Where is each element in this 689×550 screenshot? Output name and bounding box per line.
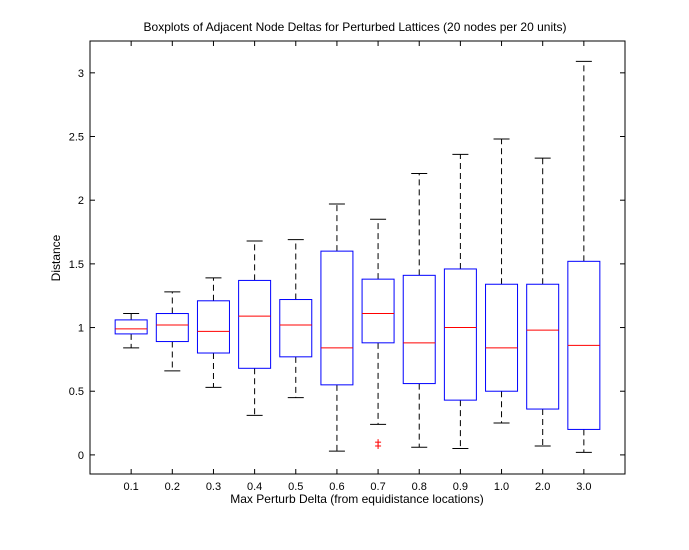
x-tick-label: 0.7 bbox=[370, 481, 385, 493]
y-tick-label: 2.5 bbox=[69, 132, 84, 144]
box-iqr bbox=[155, 313, 189, 343]
x-tick-label: 2.0 bbox=[535, 481, 550, 493]
x-tick-label: 0.5 bbox=[288, 481, 303, 493]
axes-frame bbox=[89, 40, 626, 475]
x-tick-label: 0.2 bbox=[165, 481, 180, 493]
plot-area: 0 0.5 1 1.5 2 2.5 3 0.1 0.2 0.3 0.4 0.5 0.6 0.7 0.8 0.9… bbox=[69, 40, 626, 493]
x-tick-label: 1.0 bbox=[494, 481, 509, 493]
box-iqr bbox=[238, 279, 272, 369]
y-tick-label: 0.5 bbox=[69, 386, 84, 398]
x-axis-label: Max Perturb Delta (from equidistance loc… bbox=[230, 492, 483, 506]
y-tick-label: 0 bbox=[78, 450, 84, 462]
y-tick-label: 3 bbox=[78, 68, 84, 80]
x-tick-label: 0.6 bbox=[329, 481, 344, 493]
y-tick-label: 1 bbox=[78, 323, 84, 335]
y-tick-label: 2 bbox=[78, 195, 84, 207]
x-tick-label: 0.1 bbox=[124, 481, 139, 493]
chart-title: Boxplots of Adjacent Node Deltas for Per… bbox=[144, 20, 567, 34]
box-iqr bbox=[114, 319, 148, 335]
x-tick-label: 0.3 bbox=[206, 481, 221, 493]
box-iqr bbox=[361, 278, 395, 344]
y-axis-label: Distance bbox=[49, 234, 63, 281]
box-iqr bbox=[526, 283, 560, 410]
box-iqr bbox=[443, 268, 477, 401]
box-iqr bbox=[196, 300, 230, 354]
x-tick-label: 3.0 bbox=[576, 481, 591, 493]
box-iqr bbox=[279, 299, 313, 358]
x-tick-label: 0.4 bbox=[247, 481, 262, 493]
box-iqr bbox=[320, 250, 354, 386]
x-tick-label: 0.8 bbox=[412, 481, 427, 493]
y-tick-label: 1.5 bbox=[69, 259, 84, 271]
box-iqr bbox=[402, 274, 436, 385]
box-iqr bbox=[485, 283, 519, 392]
x-tick-label: 0.9 bbox=[453, 481, 468, 493]
